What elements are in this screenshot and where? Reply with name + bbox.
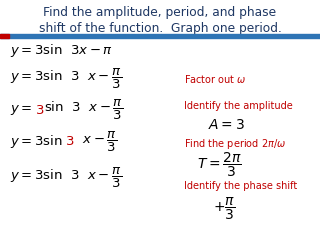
Text: $+\dfrac{\pi}{3}$: $+\dfrac{\pi}{3}$: [213, 196, 235, 222]
Text: $A = 3$: $A = 3$: [208, 118, 245, 132]
Text: Find the period $2\pi/\omega$: Find the period $2\pi/\omega$: [184, 137, 286, 151]
Text: $\ \ x - \dfrac{\pi}{3}$: $\ \ x - \dfrac{\pi}{3}$: [74, 130, 117, 154]
Text: $\mathrm{sin}\ \ 3\ \ x - \dfrac{\pi}{3}$: $\mathrm{sin}\ \ 3\ \ x - \dfrac{\pi}{3}…: [44, 98, 123, 122]
Text: $T = \dfrac{2\pi}{3}$: $T = \dfrac{2\pi}{3}$: [197, 150, 242, 179]
Text: $y = $: $y = $: [10, 103, 32, 117]
Text: $y = 3\mathrm{sin}\ \ 3x - \pi$: $y = 3\mathrm{sin}\ \ 3x - \pi$: [10, 42, 113, 59]
Text: shift of the function.  Graph one period.: shift of the function. Graph one period.: [39, 22, 281, 35]
Text: $y = 3\mathrm{sin}\ \ 3\ \ x - \dfrac{\pi}{3}$: $y = 3\mathrm{sin}\ \ 3\ \ x - \dfrac{\p…: [10, 67, 122, 91]
Text: Factor out $\omega$: Factor out $\omega$: [184, 73, 247, 85]
Text: $3$: $3$: [35, 104, 44, 117]
Text: Identify the amplitude: Identify the amplitude: [184, 101, 293, 111]
Text: $y = 3\mathrm{sin}\ \ 3\ \ x - \dfrac{\pi}{3}$: $y = 3\mathrm{sin}\ \ 3\ \ x - \dfrac{\p…: [10, 166, 122, 190]
Bar: [0, 34, 320, 38]
Bar: [0, 34, 9, 38]
Text: $y = 3\mathrm{sin}\ \ $: $y = 3\mathrm{sin}\ \ $: [10, 133, 62, 150]
Text: Find the amplitude, period, and phase: Find the amplitude, period, and phase: [44, 6, 276, 19]
Text: $3$: $3$: [65, 135, 74, 148]
Text: Identify the phase shift: Identify the phase shift: [184, 181, 297, 191]
